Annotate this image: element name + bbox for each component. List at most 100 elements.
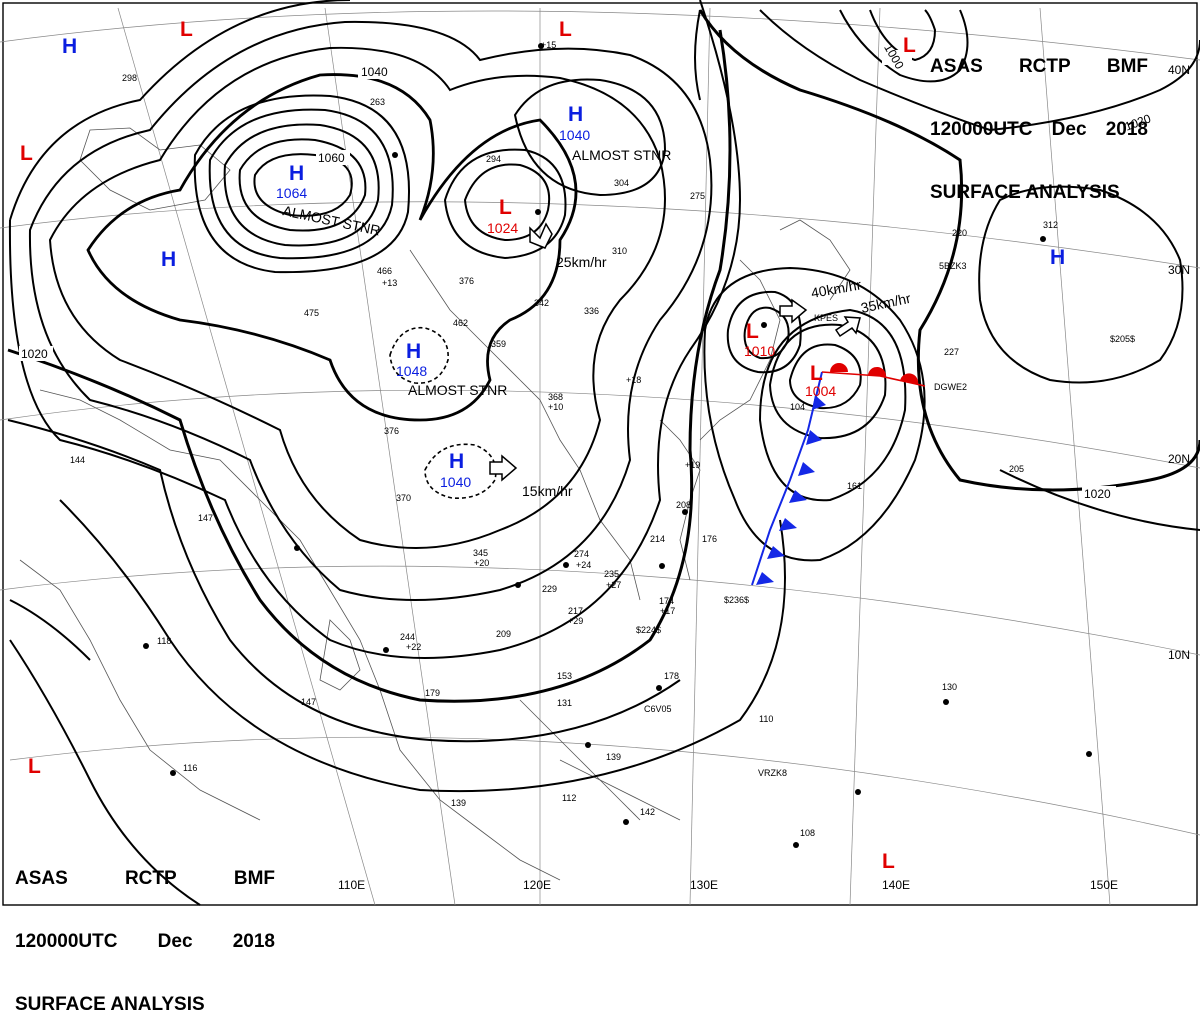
station-value: 370 — [396, 493, 411, 503]
station-value: +22 — [406, 642, 421, 652]
station-value: 275 — [690, 191, 705, 201]
station-value: +19 — [685, 460, 700, 470]
station-value: 205 — [1009, 464, 1024, 474]
motion-1040-south: 15km/hr — [522, 483, 573, 499]
low-center-se: L — [882, 850, 895, 873]
station-call-signs: KPES 5BZK3 DGWE2 $236$ $224$ C6V05 VRZK8… — [636, 261, 1135, 778]
station-kpes: KPES — [814, 313, 838, 323]
motion-1010: 40km/hr — [810, 276, 863, 301]
motion-arrows — [489, 222, 861, 482]
station-value: 176 — [702, 534, 717, 544]
pressure-value-1040-south: 1040 — [440, 474, 471, 490]
low-center-ne: L — [903, 34, 916, 57]
high-center-nw: H — [62, 35, 77, 58]
station-value: 131 — [557, 698, 572, 708]
station-value: 144 — [70, 455, 85, 465]
station-value: 130 — [942, 682, 957, 692]
caption-month: Dec — [1051, 119, 1087, 140]
station-value: 178 — [664, 671, 679, 681]
station-value: 220 — [952, 228, 967, 238]
caption-line-1: ASAS RCTP BMF — [15, 868, 275, 889]
lat-label-20: 20N — [1168, 452, 1190, 466]
station-value: 209 — [496, 629, 511, 639]
isobar-1040-west — [86, 73, 578, 422]
system-annotations: ALMOST STNR ALMOST STNR ALMOST STNR 25km… — [281, 147, 912, 499]
station-value: 139 — [606, 752, 621, 762]
lat-label-30: 30N — [1168, 263, 1190, 277]
station-value: 298 — [122, 73, 137, 83]
cold-front — [751, 371, 826, 586]
caption-code: BMF — [233, 868, 275, 889]
station-205: $205$ — [1110, 334, 1135, 344]
arrow-1024 — [529, 222, 553, 249]
station-value: 104 — [790, 402, 805, 412]
station-value: 336 — [584, 306, 599, 316]
lon-label-110: 110E — [338, 878, 365, 892]
pressure-values: 1040 1064 1024 1048 1040 1010 1004 — [276, 127, 836, 490]
arrow-1040-south — [489, 454, 518, 482]
pressure-centers: H L L L L H H L H H H L L H L L — [20, 18, 1065, 873]
station-value: +18 — [626, 375, 641, 385]
caption-month: Dec — [157, 931, 193, 952]
station-value: +29 — [568, 616, 583, 626]
lon-label-130: 130E — [690, 878, 718, 892]
station-value: +27 — [606, 580, 621, 590]
high-center-1064: H — [289, 162, 304, 185]
stnr-note-1048: ALMOST STNR — [408, 382, 507, 398]
lon-label-140: 140E — [882, 878, 910, 892]
lat-label-10: 10N — [1168, 648, 1190, 662]
station-value: +20 — [474, 558, 489, 568]
isobar-label-1040: 1040 — [361, 65, 388, 79]
caption-line-2: 120000UTC Dec 2018 — [15, 931, 275, 952]
caption-line-1: ASAS RCTP BMF — [930, 56, 1148, 77]
station-value: 376 — [459, 276, 474, 286]
coastlines — [19, 127, 851, 881]
station-value: 244 — [400, 632, 415, 642]
station-markers — [143, 43, 1092, 848]
low-center-1024: L — [499, 196, 512, 219]
low-center-1010: L — [746, 320, 759, 343]
station-value: 118 — [157, 636, 171, 646]
caption-code: BMF — [1106, 56, 1148, 77]
station-value: 112 — [562, 793, 576, 803]
station-value: 142 — [640, 807, 655, 817]
arrow-1010 — [779, 298, 808, 324]
caption-time: 120000UTC — [930, 119, 1033, 140]
station-value: 294 — [486, 154, 501, 164]
station-value: 263 — [370, 97, 385, 107]
pressure-value-1004: 1004 — [805, 383, 836, 399]
motion-1024: 25km/hr — [556, 254, 607, 270]
isobar-1064-inner — [253, 153, 353, 217]
station-value: +17 — [660, 606, 675, 616]
station-5bzk3: 5BZK3 — [939, 261, 967, 271]
low-center-nw-top: L — [180, 18, 193, 41]
high-center-east: H — [1050, 246, 1065, 269]
caption-station: RCTP — [124, 868, 177, 889]
station-value: 274 — [574, 549, 589, 559]
station-value: 345 — [473, 548, 488, 558]
map-caption-bottom: ASAS RCTP BMF 120000UTC Dec 2018 SURFACE… — [15, 826, 275, 1036]
graticule — [0, 7, 1200, 906]
station-value: 110 — [759, 714, 773, 724]
caption-agency: ASAS — [930, 56, 983, 77]
station-value: 147 — [198, 513, 213, 523]
station-value: 227 — [944, 347, 959, 357]
low-center-west: L — [20, 142, 33, 165]
low-center-1004: L — [810, 362, 823, 385]
warm-front — [821, 363, 926, 387]
station-value: 310 — [612, 246, 627, 256]
isobar-label-1060: 1060 — [318, 151, 345, 165]
pressure-value-1064: 1064 — [276, 185, 307, 201]
station-value: 368 — [548, 392, 563, 402]
station-value: 179 — [425, 688, 440, 698]
station-value: 116 — [183, 763, 197, 773]
station-value: 229 — [542, 584, 557, 594]
station-value: 235 — [604, 569, 619, 579]
pressure-value-1040-north: 1040 — [559, 127, 590, 143]
caption-line-2: 120000UTC Dec 2018 — [930, 119, 1148, 140]
isobar-1020-west — [7, 29, 732, 703]
station-value: 217 — [568, 606, 583, 616]
caption-year: 2018 — [1105, 119, 1148, 140]
weather-map: 110E 120E 130E 140E 150E 40N 30N 20N 10N… — [0, 0, 1200, 906]
station-224: $224$ — [636, 625, 661, 635]
